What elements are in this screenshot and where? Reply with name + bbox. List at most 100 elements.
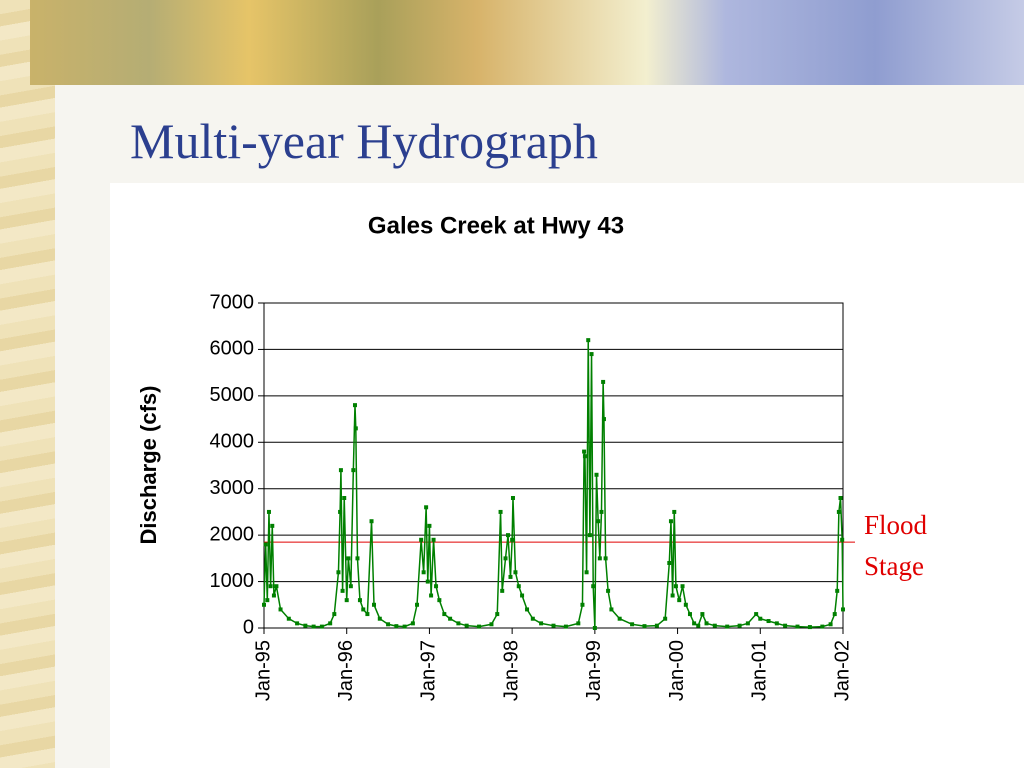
data-point xyxy=(712,623,717,628)
data-point xyxy=(266,509,271,514)
data-point xyxy=(311,624,316,629)
data-point xyxy=(596,519,601,524)
data-point xyxy=(795,624,800,629)
data-point xyxy=(336,570,341,575)
data-point xyxy=(680,584,685,589)
data-point xyxy=(402,624,407,629)
data-point xyxy=(410,621,415,626)
data-point xyxy=(838,496,843,500)
data-point xyxy=(597,556,602,561)
data-point xyxy=(758,616,763,621)
data-point xyxy=(783,623,788,628)
x-tick-label: Jan-95 xyxy=(252,640,274,701)
data-point xyxy=(592,626,597,630)
data-point xyxy=(766,619,771,624)
data-point xyxy=(696,623,701,628)
data-point xyxy=(774,621,779,626)
data-point xyxy=(268,584,273,589)
data-point xyxy=(654,623,659,628)
data-point xyxy=(599,509,604,514)
data-point xyxy=(346,556,351,561)
data-point xyxy=(386,622,391,627)
data-point xyxy=(286,616,291,621)
data-point xyxy=(516,584,521,589)
data-point xyxy=(582,449,587,454)
data-point xyxy=(667,561,672,565)
data-point xyxy=(692,621,697,626)
data-point xyxy=(295,621,300,626)
data-point xyxy=(617,616,622,621)
data-point xyxy=(582,454,587,459)
data-point xyxy=(353,426,358,431)
data-point xyxy=(265,598,270,603)
data-point xyxy=(836,509,841,514)
data-point xyxy=(673,584,678,589)
data-point xyxy=(520,593,525,598)
y-tick-label: 4000 xyxy=(210,431,255,453)
data-point xyxy=(271,593,276,598)
data-point xyxy=(670,593,675,598)
y-tick-label: 1000 xyxy=(210,570,255,592)
data-point xyxy=(668,519,673,524)
data-point xyxy=(427,523,432,528)
data-point xyxy=(580,602,585,607)
x-tick-label: Jan-99 xyxy=(583,640,605,701)
data-point xyxy=(584,570,589,575)
data-point xyxy=(687,612,692,617)
data-point xyxy=(415,602,420,607)
data-point xyxy=(589,352,594,357)
data-point xyxy=(563,624,568,629)
banner-decoration xyxy=(30,0,1024,85)
data-point xyxy=(270,523,275,528)
data-point xyxy=(539,621,544,626)
data-point xyxy=(338,509,343,514)
data-point xyxy=(352,403,357,408)
y-tick-label: 0 xyxy=(243,616,254,638)
data-point xyxy=(338,468,343,473)
data-point xyxy=(495,612,500,617)
data-point xyxy=(807,625,812,630)
data-point xyxy=(594,472,599,477)
data-point xyxy=(586,338,591,343)
data-point xyxy=(303,623,308,628)
data-point xyxy=(503,556,508,561)
data-point xyxy=(576,621,581,626)
data-point xyxy=(601,417,606,422)
data-point xyxy=(477,624,482,629)
data-point xyxy=(464,623,469,628)
data-point xyxy=(820,624,825,629)
data-point xyxy=(828,622,833,627)
data-point xyxy=(263,542,268,547)
data-point xyxy=(663,616,668,621)
plot-area xyxy=(263,302,844,629)
data-point xyxy=(835,588,840,593)
data-point xyxy=(737,623,742,628)
data-point xyxy=(424,505,429,510)
data-point xyxy=(437,598,442,603)
data-point xyxy=(530,616,535,621)
data-point xyxy=(434,584,439,589)
data-point xyxy=(431,537,436,542)
y-tick-label: 3000 xyxy=(210,477,255,499)
data-point xyxy=(754,612,759,617)
data-point xyxy=(429,593,434,598)
x-tick-label: Jan-01 xyxy=(749,640,771,701)
data-point xyxy=(332,612,337,617)
data-point xyxy=(340,588,345,593)
data-point xyxy=(591,584,596,589)
data-point xyxy=(328,621,333,626)
y-tick-label: 2000 xyxy=(210,523,255,545)
data-point xyxy=(506,533,511,538)
data-point xyxy=(525,607,530,612)
data-point xyxy=(421,570,426,575)
data-point xyxy=(425,579,430,584)
data-point xyxy=(365,612,370,617)
data-point xyxy=(377,616,382,621)
flood-stage-label: Flood Stage xyxy=(864,510,928,581)
x-tick-label: Jan-98 xyxy=(500,640,522,701)
data-point xyxy=(630,622,635,627)
slide-title: Multi-year Hydrograph xyxy=(130,113,598,169)
x-tick-label: Jan-02 xyxy=(831,640,853,701)
